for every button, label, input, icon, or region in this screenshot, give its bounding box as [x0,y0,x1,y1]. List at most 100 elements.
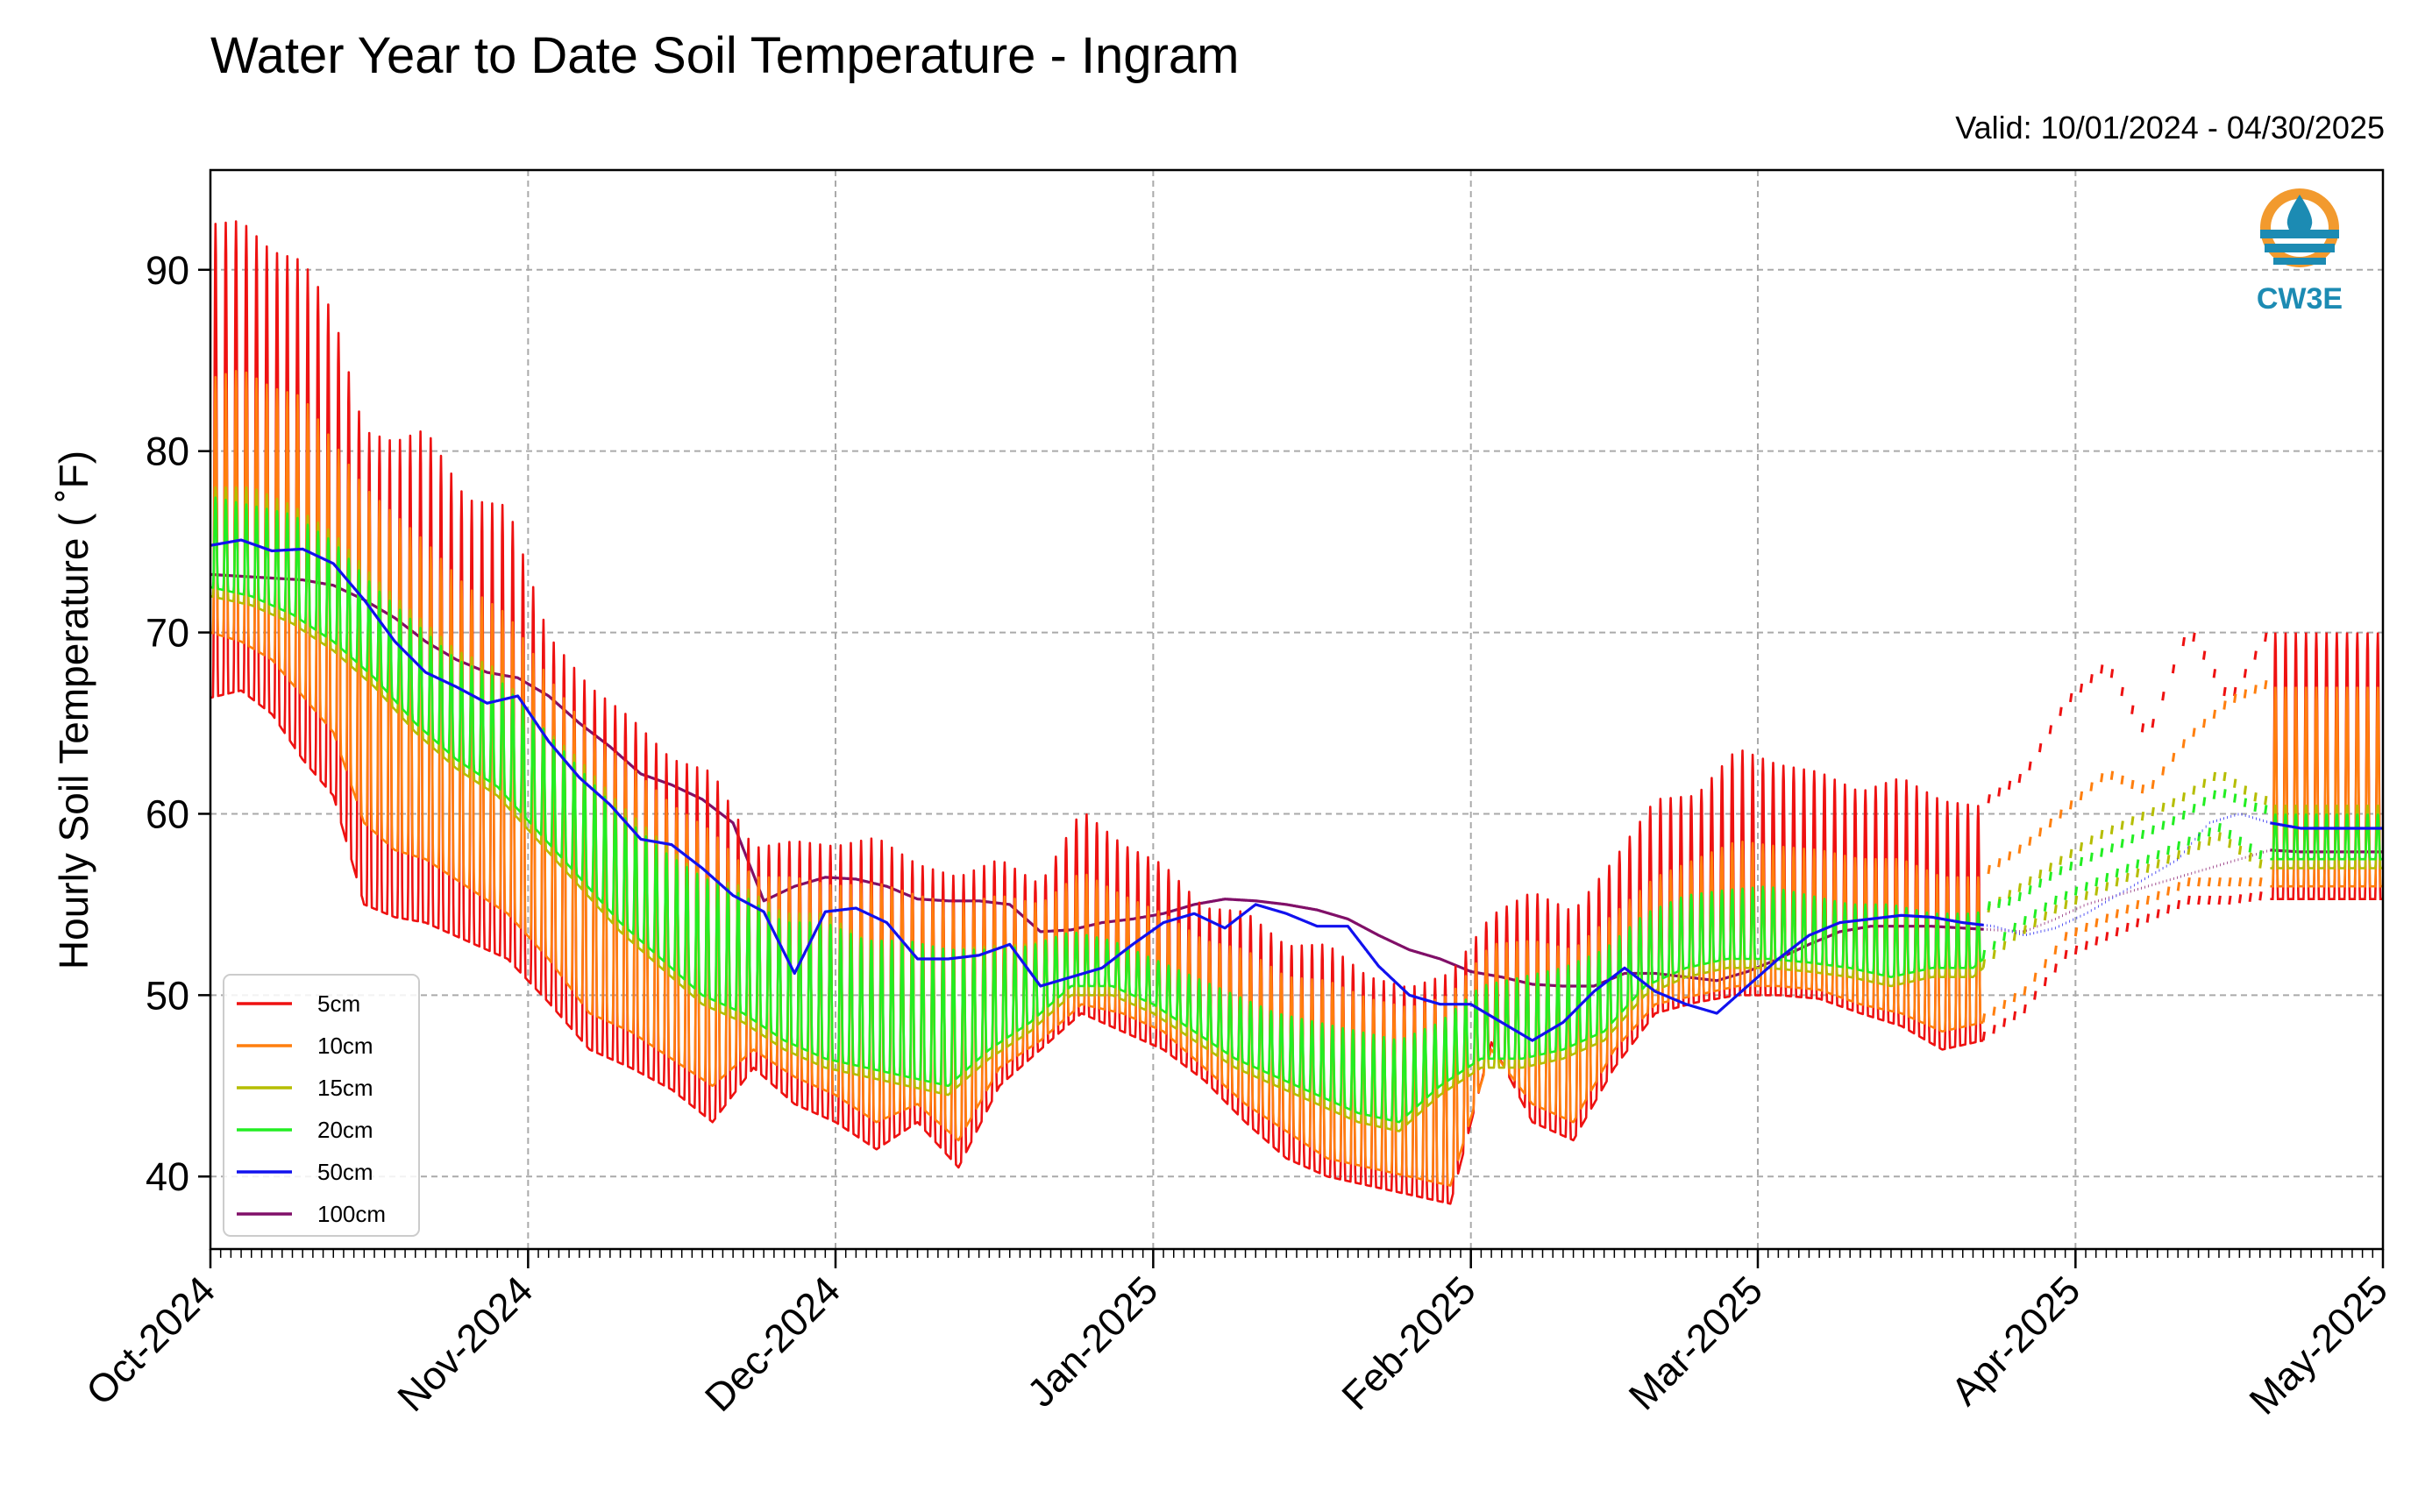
series-fragment-20cm [2166,845,2171,855]
series-fragment-5cm [1981,1031,1987,1041]
series-fragment-10cm [2109,770,2115,780]
series-fragment-10cm [2023,986,2027,996]
y-tick-label: 70 [146,611,189,656]
water-drop-icon [2286,195,2313,237]
legend-label: 50cm [317,1159,373,1185]
series-fragment-5cm [2012,1011,2017,1021]
series-fragment-20cm [2140,829,2145,840]
series-line-end-50cm [2270,821,2383,830]
series-fragment-20cm [2023,915,2027,926]
series-fragment-15cm [2217,832,2222,841]
logo-text: CW3E [2257,282,2343,316]
series-fragment-10cm [2140,784,2145,794]
series-fragment-5cm [2038,742,2043,753]
y-axis-label: Hourly Soil Temperature ( ˚F) [51,451,96,969]
series-fragment-5cm [2104,932,2109,941]
series-fragment-5cm [2264,632,2268,642]
series-fragment-5cm [2069,692,2073,703]
series-fragment-20cm [1992,941,1996,950]
series-fragment-5cm [2120,686,2124,697]
series-fragment-15cm [2125,872,2130,883]
series-fragment-10cm [2187,877,2191,887]
series-fragment-15cm [2053,905,2058,914]
series-fragment-20cm [2048,871,2053,881]
series-fragment-15cm [2248,852,2252,862]
y-tick-label: 90 [146,248,189,293]
series-fragment-5cm [2059,706,2063,716]
series-fragment-20cm [2130,834,2135,844]
series-fragment-20cm [1987,901,1991,911]
series-fragment-10cm [2233,693,2237,703]
series-fragment-20cm [2181,810,2186,820]
x-tick-label: Oct-2024 [77,1267,224,1414]
series-fragment-15cm [2197,841,2201,851]
series-fragment-10cm [2207,877,2212,887]
chart-subtitle: Valid: 10/01/2024 - 04/30/2025 [1955,110,2385,146]
chart-title: Water Year to Date Soil Temperature - In… [210,27,1240,84]
legend-label: 15cm [317,1075,373,1101]
series-fragment-20cm [2115,868,2119,878]
series-fragment-20cm [2237,836,2243,846]
series-fragment-10cm [2120,775,2124,785]
series-fragment-10cm [2094,918,2099,927]
series-fragment-20cm [2201,797,2207,806]
series-fragment-5cm [2017,773,2022,784]
series-fragment-20cm [2012,922,2017,933]
series-fragment-5cm [2176,899,2181,910]
series-fragment-15cm [2120,820,2124,830]
series-fragment-15cm [2264,795,2268,806]
series-fragment-20cm [2217,822,2222,833]
series-fragment-10cm [2033,972,2038,983]
series-fragment-5cm [2243,669,2248,678]
series-fragment-10cm [2002,999,2007,1010]
series-fragment-5cm [2073,945,2079,955]
series-fragment-10cm [2069,800,2073,810]
series-line-end-15cm [2270,804,2383,870]
series-fragment-5cm [2212,669,2217,678]
series-fragment-15cm [2017,883,2022,892]
series-fragment-15cm [2145,863,2151,873]
series-fragment-10cm [2073,926,2079,937]
series-fragment-10cm [1992,1006,1996,1016]
series-fragment-20cm [2038,878,2043,888]
x-tick-label: Apr-2025 [1942,1267,2088,1414]
series-line-5cm [210,220,1984,1205]
series-fragment-10cm [2176,882,2181,891]
series-fragment-20cm [2258,849,2263,860]
series-fragment-5cm [2201,650,2207,660]
series-fragment-15cm [2115,877,2119,887]
series-fragment-15cm [2089,835,2094,845]
series-fragment-10cm [2017,844,2022,854]
series-fragment-15cm [2222,771,2227,782]
series-fragment-20cm [2125,863,2130,873]
series-fragment-15cm [2104,882,2109,891]
series-fragment-15cm [2079,841,2084,852]
series-fragment-5cm [2145,913,2151,923]
series-fragment-5cm [2258,891,2263,901]
plot-frame [209,168,2385,1251]
series-fragment-10cm [2089,782,2094,791]
series-fragment-10cm [2222,700,2227,710]
legend-label: 20cm [317,1117,373,1143]
series-fragment-15cm [2012,932,2017,941]
series-fragment-5cm [2187,895,2191,905]
series-fragment-20cm [2212,790,2217,799]
series-fragment-10cm [2104,913,2109,923]
series-line-20cm [210,496,1985,1124]
series-fragment-15cm [2130,816,2135,826]
grid-lines [210,170,2383,1249]
series-fragment-20cm [2059,866,2063,876]
series-fragment-5cm [2217,895,2222,905]
series-line-50cm [209,538,1985,1042]
series-fragment-10cm [2253,685,2258,694]
series-fragment-20cm [2197,832,2201,841]
series-10cm [210,370,2383,1187]
series-fragment-20cm [2089,852,2094,862]
series-fragment-15cm [2207,836,2212,846]
series-fragment-20cm [1997,898,2002,908]
series-15cm [210,486,2383,1132]
x-tick-label: Feb-2025 [1333,1267,1483,1418]
series-fragment-5cm [2207,895,2212,905]
series-fragment-20cm [2033,909,2038,919]
